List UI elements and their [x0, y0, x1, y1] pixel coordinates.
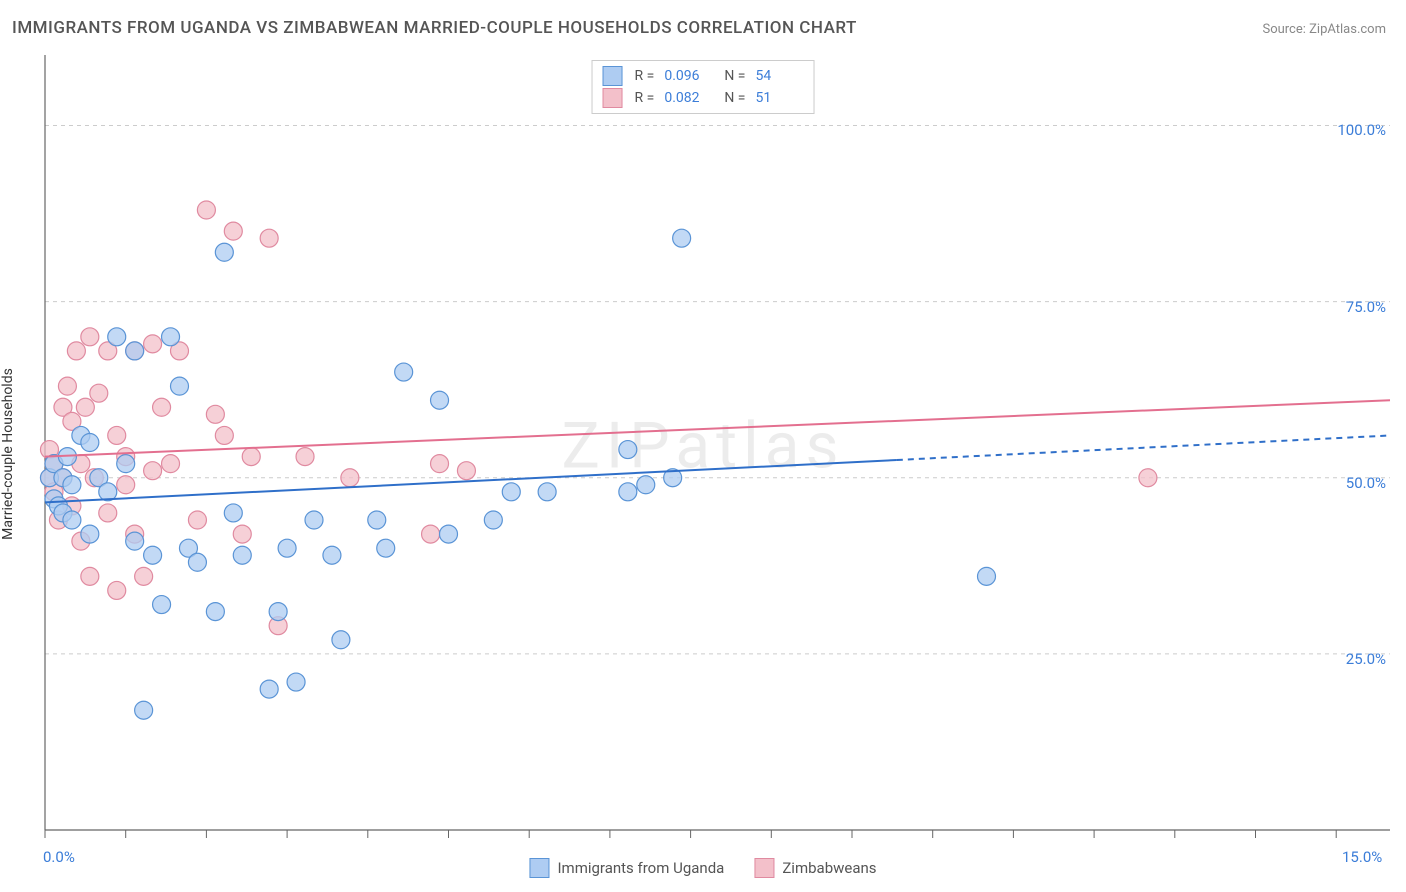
r-label: R = — [635, 90, 655, 106]
swatch-uganda — [603, 66, 623, 86]
r-label: R = — [635, 68, 655, 84]
y-tick-label: 100.0% — [1337, 121, 1386, 139]
series-legend: Immigrants from Uganda Zimbabweans — [529, 858, 876, 878]
n-label: N = — [724, 90, 745, 106]
swatch-uganda — [529, 858, 549, 878]
x-tick-label: 15.0% — [1342, 848, 1382, 866]
scatter-chart — [0, 0, 1406, 892]
legend-item-uganda: Immigrants from Uganda — [529, 858, 724, 878]
n-value-zimbabwe: 51 — [755, 90, 803, 106]
r-value-uganda: 0.096 — [664, 68, 712, 84]
legend-label-zimbabwe: Zimbabweans — [782, 859, 876, 877]
x-tick-label: 0.0% — [43, 848, 75, 866]
y-tick-label: 25.0% — [1346, 650, 1386, 668]
legend-row-uganda: R = 0.096 N = 54 — [603, 65, 804, 87]
swatch-zimbabwe — [603, 88, 623, 108]
n-value-uganda: 54 — [755, 68, 803, 84]
legend-row-zimbabwe: R = 0.082 N = 51 — [603, 87, 804, 109]
y-tick-label: 75.0% — [1346, 298, 1386, 316]
legend-item-zimbabwe: Zimbabweans — [754, 858, 876, 878]
legend-label-uganda: Immigrants from Uganda — [557, 859, 724, 877]
swatch-zimbabwe — [754, 858, 774, 878]
r-value-zimbabwe: 0.082 — [664, 90, 712, 106]
correlation-legend: R = 0.096 N = 54 R = 0.082 N = 51 — [592, 60, 815, 114]
n-label: N = — [724, 68, 745, 84]
y-tick-label: 50.0% — [1346, 474, 1386, 492]
